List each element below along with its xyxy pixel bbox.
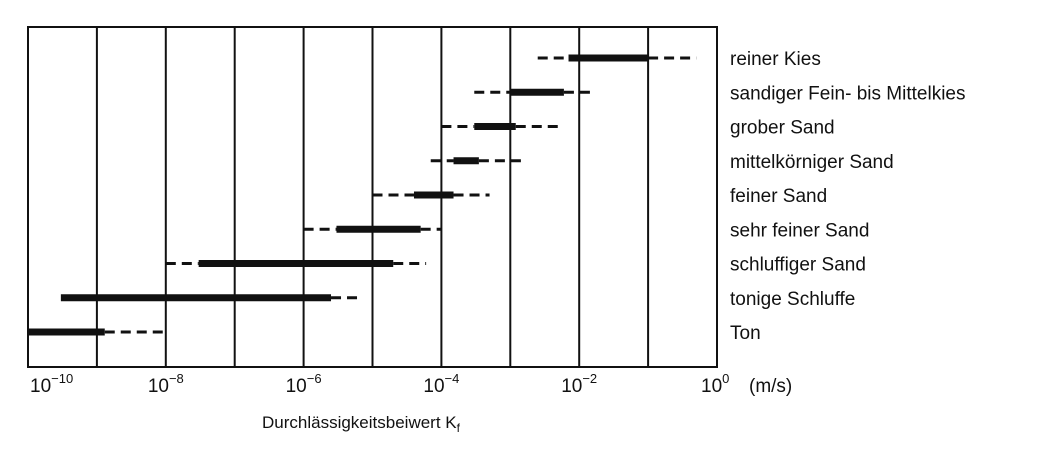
range-bars xyxy=(28,54,697,336)
category-label: feiner Sand xyxy=(730,186,827,207)
x-tick-label: 100 xyxy=(701,371,729,397)
category-labels: reiner Kies sandiger Fein- bis Mittelkies… xyxy=(730,49,965,344)
category-label: grober Sand xyxy=(730,118,835,139)
x-unit-label: (m/s) xyxy=(749,376,792,397)
category-label: reiner Kies xyxy=(730,49,821,70)
x-tick-labels: 10−10 10−8 10−6 10−4 10−2 100 xyxy=(30,371,729,397)
x-tick-label: 10−10 xyxy=(30,371,73,397)
grid xyxy=(27,26,718,368)
x-tick-label: 10−8 xyxy=(148,371,184,397)
category-label: schluffiger Sand xyxy=(730,255,866,276)
category-label: sehr feiner Sand xyxy=(730,220,869,241)
x-axis-label: Durchlässigkeitsbeiwert Kf xyxy=(262,413,461,435)
category-label: mittelkörniger Sand xyxy=(730,152,894,173)
category-label: Ton xyxy=(730,323,761,344)
x-tick-label: 10−6 xyxy=(286,371,322,397)
x-tick-label: 10−2 xyxy=(561,371,597,397)
category-label: sandiger Fein- bis Mittelkies xyxy=(730,83,965,104)
category-label: tonige Schluffe xyxy=(730,289,855,310)
x-tick-label: 10−4 xyxy=(423,371,459,397)
